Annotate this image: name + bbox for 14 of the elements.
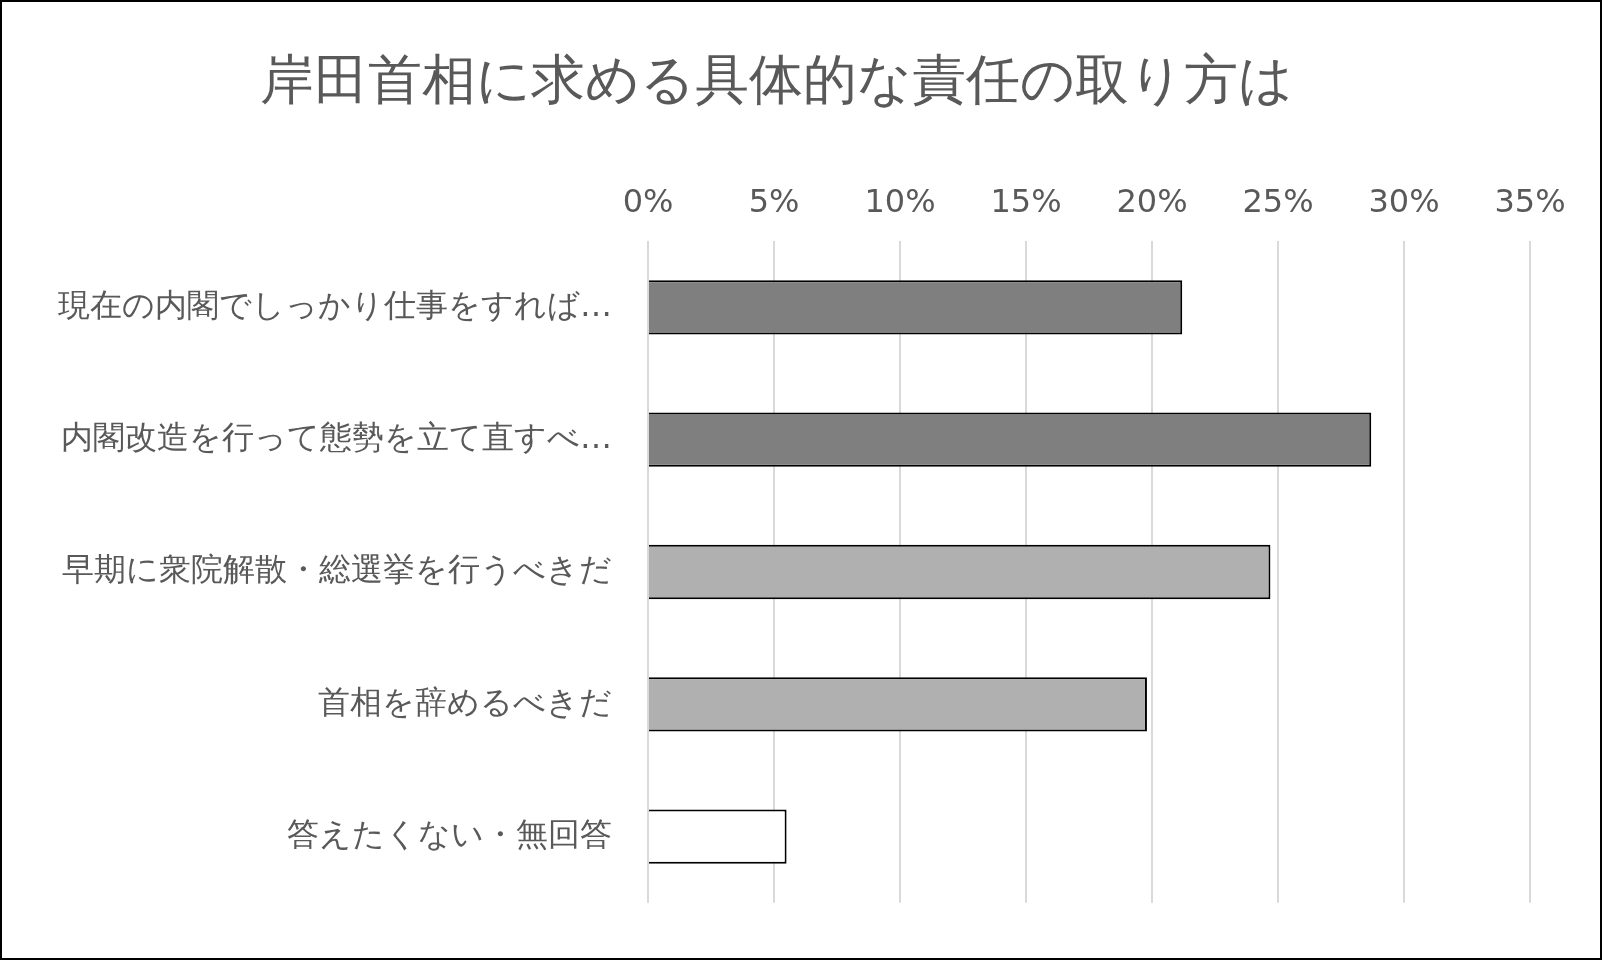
x-tick-label: 20% [1116,182,1188,221]
x-tick-label: 5% [748,182,800,221]
y-tick-label: 早期に衆院解散・総選挙を行うべきだ [62,550,612,589]
y-tick-label: 答えたくない・無回答 [287,814,612,853]
y-tick-label: 首相を辞めるべきだ [318,682,612,721]
y-tick-label: 現在の内閣でしっかり仕事をすれば… [58,285,612,324]
x-tick-label: 30% [1368,182,1440,221]
x-tick-label: 25% [1242,182,1314,221]
x-tick-label: 0% [622,182,674,221]
x-tick-label: 10% [864,182,936,221]
x-tick-label: 35% [1494,182,1566,221]
y-tick-label: 内閣改造を行って態勢を立て直すべ… [61,417,612,456]
x-tick-label: 15% [990,182,1062,221]
chart-title: 岸田首相に求める具体的な責任の取り方は [259,48,1293,112]
